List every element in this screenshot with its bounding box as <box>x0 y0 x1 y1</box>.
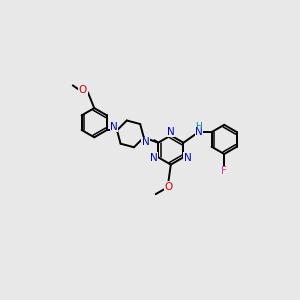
Text: N: N <box>167 127 175 136</box>
Text: N: N <box>195 127 203 137</box>
Text: N: N <box>150 153 158 163</box>
Text: O: O <box>164 182 172 192</box>
Text: H: H <box>195 122 202 131</box>
Text: N: N <box>184 153 191 163</box>
Text: N: N <box>142 137 149 147</box>
Text: N: N <box>110 122 118 132</box>
Text: O: O <box>79 85 87 95</box>
Text: F: F <box>221 167 227 176</box>
